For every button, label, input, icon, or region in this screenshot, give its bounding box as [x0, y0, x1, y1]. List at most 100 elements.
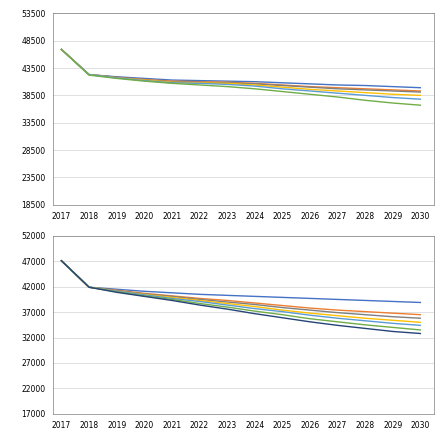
통합C: [418, 320, 423, 325]
통합A: [307, 305, 313, 311]
통합A: [362, 309, 368, 314]
탄소세C: [307, 87, 313, 92]
통합B: [114, 288, 119, 293]
탄소세C: [418, 93, 423, 98]
BAU: [142, 76, 147, 81]
탄소세C: [335, 88, 340, 93]
BAU: [280, 80, 285, 85]
통합E: [225, 304, 230, 310]
통합F: [59, 258, 64, 263]
대기A: [225, 82, 230, 87]
탄소세A: [307, 84, 313, 89]
탄소세C: [390, 92, 396, 97]
탄소세B: [362, 87, 368, 93]
통합F: [335, 323, 340, 328]
통합A: [114, 287, 119, 293]
통합E: [390, 325, 396, 330]
Line: 통합E: 통합E: [62, 261, 420, 330]
통합C: [390, 318, 396, 323]
탄소세A: [362, 86, 368, 92]
BAU: [225, 78, 230, 84]
BAU: [169, 290, 175, 295]
통합E: [142, 293, 147, 299]
탄소세B: [197, 80, 202, 85]
Line: BAU: BAU: [62, 49, 420, 88]
탄소세A: [418, 88, 423, 93]
대기B: [59, 47, 64, 52]
통합E: [362, 322, 368, 328]
대기B: [169, 81, 175, 86]
통합D: [280, 309, 285, 314]
Line: 통합C: 통합C: [62, 261, 420, 322]
통합E: [252, 308, 257, 314]
BAU: [142, 289, 147, 294]
통합A: [335, 307, 340, 313]
Line: 탄소세C: 탄소세C: [62, 49, 420, 95]
대기B: [362, 97, 368, 103]
대기B: [86, 73, 92, 78]
탄소세A: [169, 78, 175, 84]
탄소세B: [390, 88, 396, 93]
BAU: [86, 72, 92, 77]
탄소세A: [142, 77, 147, 82]
탄소세A: [86, 72, 92, 77]
탄소세B: [280, 83, 285, 88]
통합E: [59, 258, 64, 263]
통합A: [86, 284, 92, 290]
통합C: [59, 258, 64, 263]
탄소세B: [86, 72, 92, 77]
통합E: [335, 319, 340, 324]
통합D: [252, 306, 257, 311]
통합F: [142, 294, 147, 299]
통합F: [362, 326, 368, 331]
통합C: [225, 301, 230, 306]
BAU: [390, 84, 396, 89]
통합C: [280, 307, 285, 313]
통합F: [390, 329, 396, 334]
통합C: [142, 291, 147, 297]
탄소세B: [418, 89, 423, 95]
대기A: [59, 47, 64, 52]
BAU: [59, 258, 64, 263]
대기B: [335, 94, 340, 100]
통합E: [197, 301, 202, 306]
탄소세B: [225, 80, 230, 85]
통합A: [225, 298, 230, 303]
대기A: [390, 95, 396, 100]
대기B: [197, 82, 202, 88]
BAU: [418, 85, 423, 90]
통합A: [142, 291, 147, 296]
BAU: [280, 295, 285, 300]
통합A: [252, 300, 257, 306]
BAU: [169, 77, 175, 83]
통합D: [225, 302, 230, 307]
탄소세A: [225, 80, 230, 85]
통합D: [142, 292, 147, 298]
대기A: [280, 86, 285, 92]
통합C: [335, 313, 340, 318]
통합B: [307, 307, 313, 313]
탄소세C: [197, 80, 202, 85]
통합B: [390, 314, 396, 320]
통합A: [169, 293, 175, 299]
대기A: [307, 88, 313, 93]
탄소세C: [59, 47, 64, 52]
BAU: [114, 74, 119, 80]
대기A: [86, 72, 92, 77]
Line: 통합A: 통합A: [62, 261, 420, 315]
BAU: [362, 298, 368, 303]
통합D: [307, 312, 313, 318]
탄소세C: [86, 72, 92, 77]
통합B: [169, 294, 175, 299]
통합E: [114, 289, 119, 295]
BAU: [307, 296, 313, 301]
탄소세A: [114, 75, 119, 80]
탄소세C: [169, 80, 175, 85]
탄소세B: [114, 75, 119, 80]
대기B: [225, 84, 230, 89]
통합B: [59, 258, 64, 263]
통합D: [335, 316, 340, 321]
통합A: [197, 296, 202, 301]
통합C: [197, 298, 202, 303]
대기B: [307, 92, 313, 97]
